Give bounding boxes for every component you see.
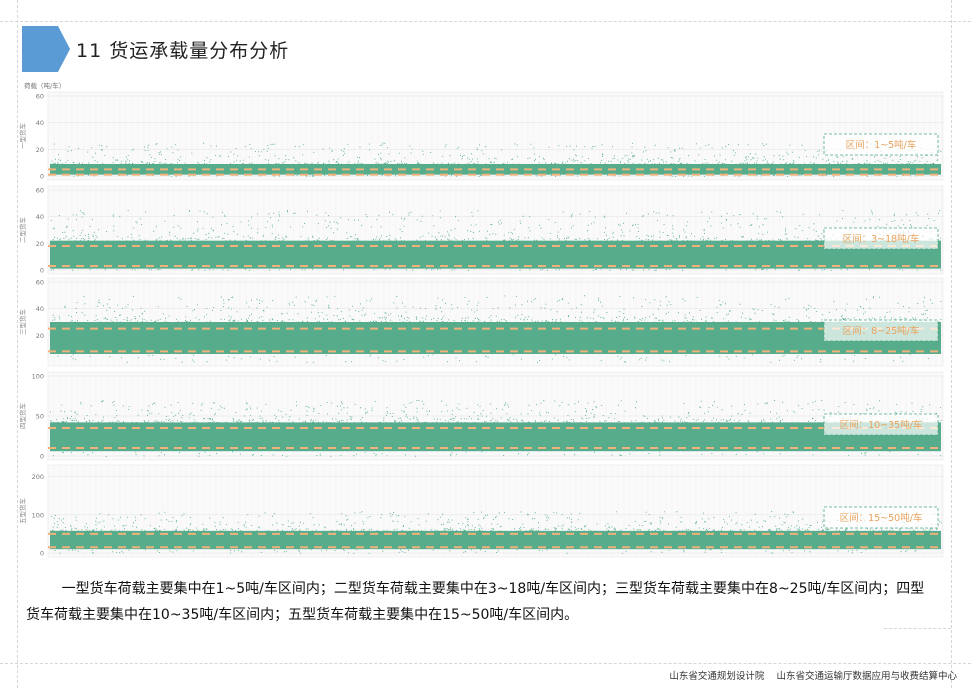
summary-text: 一型货车荷载主要集中在1~5吨/车区间内；二型货车荷载主要集中在3~18吨/车区… [26, 581, 925, 623]
panel-label-2: 二型货车 [18, 217, 27, 244]
footer-organizations: 山东省交通规划设计院 山东省交通运输厅数据应用与收费结算中心 [669, 671, 957, 682]
interval-annotation-text: 区间：3~18吨/车 [843, 233, 920, 245]
y-tick-label: 0 [40, 173, 44, 181]
frame-right-line [951, 0, 952, 688]
frame-top-line [0, 21, 971, 22]
interval-annotation-box [823, 133, 939, 156]
dense-point-band [50, 164, 941, 175]
y-tick-label: 20 [36, 240, 44, 248]
y-tick-label: 60 [36, 93, 44, 101]
panel-label-3: 三型货车 [18, 309, 27, 336]
page-title: 11 货运承载量分布分析 [76, 40, 290, 62]
frame-left-line [17, 0, 18, 688]
y-tick-label: 200 [32, 473, 44, 481]
panel-label-5: 五型货车 [18, 498, 27, 525]
interval-annotation-text: 区间：1~5吨/车 [846, 139, 917, 151]
y-tick-label: 40 [36, 213, 44, 221]
frame-bottom-line [0, 663, 971, 664]
dense-point-band [50, 530, 941, 550]
interval-annotation-box [823, 506, 939, 529]
y-tick-label: 60 [36, 279, 44, 287]
dense-point-band [50, 422, 941, 452]
y-tick-label: 0 [40, 267, 44, 275]
y-axis-title: 荷载（吨/车） [24, 81, 65, 90]
y-tick-label: 40 [36, 305, 44, 313]
y-tick-label: 50 [36, 413, 44, 421]
y-tick-label: 40 [36, 119, 44, 127]
panel-label-4: 四型货车 [18, 403, 27, 430]
y-tick-label: 20 [36, 146, 44, 154]
frame-inner-line [884, 628, 951, 629]
y-tick-label: 60 [36, 187, 44, 195]
interval-annotation-box [823, 227, 939, 250]
y-tick-label: 0 [40, 550, 44, 558]
y-tick-label: 20 [36, 332, 44, 340]
interval-annotation-box [823, 319, 939, 342]
y-tick-label: 100 [32, 511, 44, 519]
interval-annotation-text: 区间：8~25吨/车 [843, 325, 920, 337]
interval-annotation-box [823, 413, 939, 436]
dense-point-band [50, 322, 941, 354]
dense-point-band [50, 240, 941, 269]
title-accent-shape [22, 26, 70, 72]
interval-annotation-text: 区间：10~35吨/车 [840, 419, 923, 431]
y-tick-label: 100 [32, 373, 44, 381]
truck-load-scatter-chart: 荷载（吨/车） 0 20 40 60 一型货车区间：1~5吨/车 0 20 40 60 二型货车区间… [18, 81, 944, 558]
interval-annotation-text: 区间：15~50吨/车 [840, 512, 923, 524]
panel-label-1: 一型货车 [18, 123, 27, 150]
y-tick-label: 0 [40, 453, 44, 461]
